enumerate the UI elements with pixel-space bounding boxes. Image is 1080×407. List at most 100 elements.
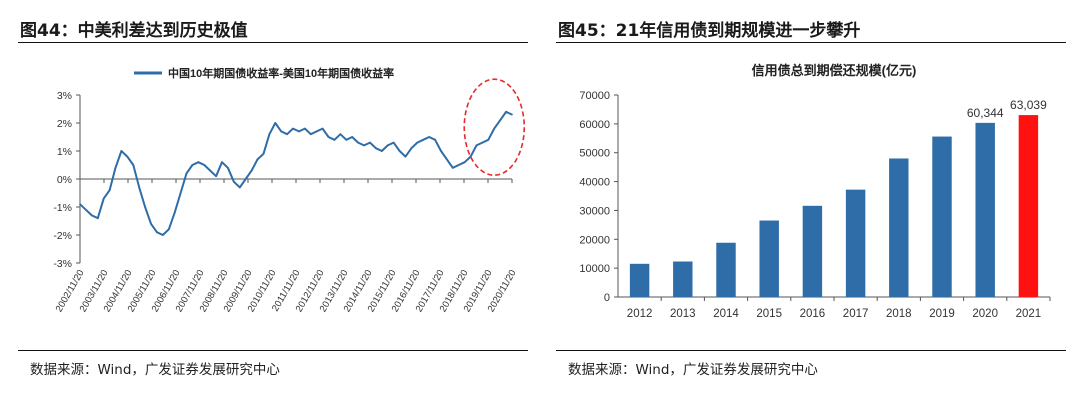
spread-point	[179, 192, 182, 194]
x-tick-label: 2021	[1016, 308, 1042, 320]
spread-point	[499, 119, 502, 121]
spread-point	[280, 130, 283, 133]
y-tick-label: 50000	[579, 148, 610, 160]
spread-point	[97, 217, 99, 219]
spread-point	[185, 172, 188, 175]
bar	[889, 158, 909, 297]
x-tick-label: 2020	[972, 308, 998, 320]
spread-point	[256, 158, 259, 161]
spread-point	[398, 150, 401, 152]
left-top-rule	[18, 42, 528, 43]
spread-point	[126, 155, 129, 158]
y-tick-label: 2%	[57, 118, 72, 130]
spread-point	[493, 127, 496, 130]
spread-point	[363, 144, 365, 147]
y-tick-label: 3%	[57, 90, 72, 102]
spread-point	[339, 133, 342, 135]
left-source-note: 数据来源：Wind，广发证券发展研究中心	[30, 362, 280, 378]
spread-point	[268, 133, 271, 135]
spread-point	[191, 164, 194, 166]
spread-point	[120, 150, 123, 152]
right-top-rule	[556, 42, 1066, 43]
y-tick-label: -3%	[53, 258, 72, 270]
spread-point	[85, 209, 87, 211]
spread-point	[481, 141, 484, 144]
right-bottom-rule	[556, 350, 1066, 351]
spread-point	[333, 139, 336, 141]
bar-data-label: 63,039	[1010, 98, 1047, 112]
spread-point	[375, 147, 377, 149]
spread-point	[457, 164, 460, 166]
spread-point	[203, 164, 206, 166]
right-figure-title: 图45：21年信用债到期规模进一步攀升	[558, 21, 861, 41]
spread-point	[102, 197, 105, 200]
x-tick-label: 2013	[670, 308, 696, 320]
x-tick-label: 2019	[929, 308, 955, 320]
x-tick-label: 2012	[627, 308, 653, 320]
line-legend: 中国10年期国债收益率-美国10年期国债收益率	[134, 66, 394, 80]
bar	[1018, 115, 1039, 297]
spread-point	[386, 144, 389, 147]
x-tick-label: 2017	[843, 308, 869, 320]
spread-point	[298, 130, 300, 133]
spread-point	[304, 127, 306, 130]
spread-line-chart: 中国10年期国债收益率-美国10年期国债收益率 3% 2% 1% 0% -1% -2% -3%…	[53, 66, 526, 314]
spread-point	[505, 111, 507, 113]
spread-point	[209, 169, 211, 172]
spread-point	[310, 133, 312, 135]
spread-point	[168, 228, 170, 231]
left-figure-panel: 图44：中美利差达到历史极值 中国10年期国债收益率-美国10年期国债收益率 3%…	[18, 0, 538, 407]
y-tick-label: 20000	[579, 234, 610, 246]
bar	[673, 261, 693, 297]
spread-point	[144, 206, 146, 208]
spread-point	[321, 127, 324, 130]
spread-point	[487, 139, 490, 141]
spread-point	[138, 186, 140, 189]
spread-point	[239, 186, 241, 189]
highlight-dashed-ellipse	[463, 78, 526, 176]
spread-point	[422, 139, 425, 141]
spread-point	[91, 214, 93, 217]
x-tick-label: 2018	[886, 308, 912, 320]
spread-point	[416, 141, 419, 144]
spread-point	[292, 127, 294, 130]
spread-point	[446, 158, 448, 161]
x-tick-label: 2016	[800, 308, 826, 320]
bar	[932, 136, 952, 297]
left-bottom-rule	[18, 350, 528, 351]
spread-point	[440, 150, 442, 152]
bar	[975, 122, 995, 297]
bar	[802, 205, 823, 297]
spread-point	[315, 130, 318, 133]
bar-data-label: 60,344	[967, 106, 1004, 120]
spread-point	[197, 161, 200, 163]
spread-series-line	[79, 110, 513, 236]
spread-point	[79, 203, 81, 205]
spread-point	[410, 147, 413, 149]
left-figure-title: 图44：中美利差达到历史极值	[20, 21, 248, 41]
x-tick-label: 2015	[756, 308, 782, 320]
spread-point	[150, 223, 152, 225]
spread-point	[369, 141, 371, 144]
bar	[629, 263, 650, 297]
maturity-bar-chart: 信用债总到期偿还规模(亿元) 70000 60000 50000 40000 30000 2…	[579, 63, 1051, 320]
spread-point	[262, 153, 265, 155]
right-figure-panel: 图45：21年信用债到期规模进一步攀升 信用债总到期偿还规模(亿元) 70000 6…	[556, 0, 1076, 407]
bar-chart-title: 信用债总到期偿还规模(亿元)	[752, 63, 917, 78]
spread-point	[381, 150, 383, 152]
spread-point	[475, 144, 478, 147]
spread-point	[215, 175, 217, 177]
y-tick-label: 30000	[579, 205, 610, 217]
bar	[759, 220, 779, 297]
spread-point	[156, 231, 158, 233]
spread-point	[469, 155, 472, 158]
y-tick-label: 40000	[579, 177, 610, 189]
y-tick-label: -2%	[53, 230, 72, 242]
y-tick-label: 10000	[579, 263, 610, 275]
spread-point	[173, 211, 176, 214]
y-tick-label: 1%	[57, 146, 72, 158]
bar	[716, 242, 736, 297]
spread-point	[511, 113, 513, 116]
legend-label: 中国10年期国债收益率-美国10年期国债收益率	[168, 66, 394, 80]
y-tick-label: 60000	[579, 119, 610, 131]
